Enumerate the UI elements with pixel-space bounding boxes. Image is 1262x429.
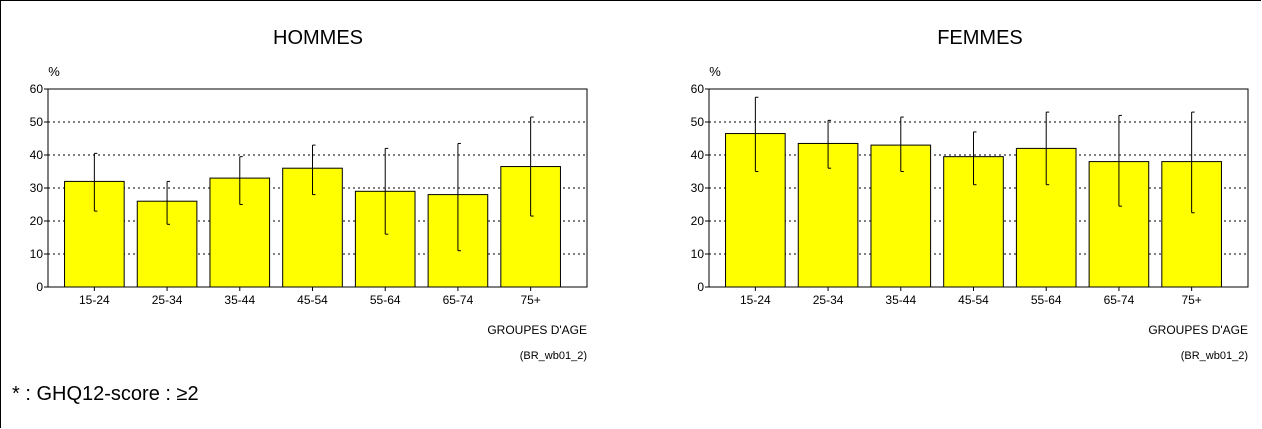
hommes-y-axis-label: % — [48, 64, 60, 79]
femmes-y-tick-label: 40 — [691, 148, 705, 162]
femmes-x-tick-label: 55-64 — [1031, 293, 1062, 307]
femmes-x-axis-label: GROUPES D'AGE — [1148, 323, 1248, 337]
hommes-x-tick-label: 65-74 — [443, 293, 474, 307]
femmes-x-tick-label: 15-24 — [740, 293, 771, 307]
femmes-y-tick-label: 0 — [697, 280, 704, 294]
femmes-y-axis-label: % — [709, 64, 721, 79]
femmes-x-tick-label: 25-34 — [813, 293, 844, 307]
hommes-y-tick-label: 60 — [30, 82, 44, 96]
footnote: * : GHQ12-score : ≥2 — [12, 383, 199, 405]
femmes-y-tick-label: 50 — [691, 115, 705, 129]
hommes-x-tick-label: 45-54 — [297, 293, 328, 307]
femmes-y-tick-label: 20 — [691, 214, 705, 228]
femmes-y-tick-label: 30 — [691, 181, 705, 195]
femmes-x-tick-label: 65-74 — [1104, 293, 1135, 307]
hommes-source-code: (BR_wb01_2) — [520, 350, 587, 362]
hommes-chart-title: HOMMES — [273, 27, 363, 49]
hommes-x-tick-label: 75+ — [520, 293, 540, 307]
femmes-source-code: (BR_wb01_2) — [1181, 350, 1248, 362]
femmes-x-tick-label: 45-54 — [958, 293, 989, 307]
femmes-y-tick-label: 10 — [691, 247, 705, 261]
hommes-y-tick-label: 0 — [36, 280, 43, 294]
hommes-x-axis-label: GROUPES D'AGE — [487, 323, 587, 337]
femmes-x-tick-label: 75+ — [1181, 293, 1201, 307]
femmes-x-tick-label: 35-44 — [885, 293, 916, 307]
femmes-chart-title: FEMMES — [937, 27, 1023, 49]
femmes-y-tick-label: 60 — [691, 82, 705, 96]
hommes-y-tick-label: 10 — [30, 247, 44, 261]
hommes-x-tick-label: 35-44 — [224, 293, 255, 307]
hommes-y-tick-label: 20 — [30, 214, 44, 228]
hommes-y-tick-label: 30 — [30, 181, 44, 195]
hommes-y-tick-label: 50 — [30, 115, 44, 129]
hommes-x-tick-label: 55-64 — [370, 293, 401, 307]
hommes-y-tick-label: 40 — [30, 148, 44, 162]
hommes-x-tick-label: 15-24 — [79, 293, 110, 307]
hommes-x-tick-label: 25-34 — [152, 293, 183, 307]
